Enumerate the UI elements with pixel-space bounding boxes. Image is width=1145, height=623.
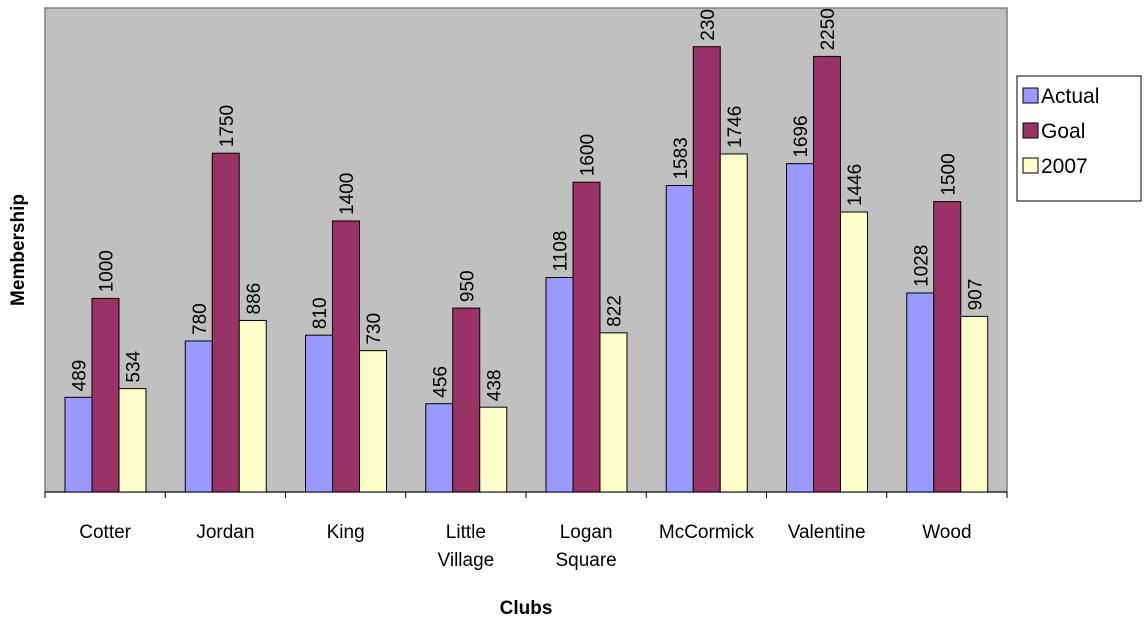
bar-goal-cotter	[91, 297, 120, 493]
bar-goal-little-village	[452, 307, 481, 493]
legend-swatch-actual	[1022, 87, 1039, 104]
value-label-goal-jordan: 1750	[217, 105, 238, 147]
value-label-goal-little-village: 950	[457, 270, 478, 302]
value-label-goal-cotter: 1000	[97, 250, 118, 292]
bar-2007-valentine	[840, 211, 868, 493]
category-label-little-village: Village	[438, 550, 495, 571]
value-label-actual-logan-square: 1108	[551, 231, 572, 272]
legend-swatch-goal	[1022, 122, 1039, 139]
bar-2007-little-village	[479, 406, 508, 493]
category-label-mccormick: McCormick	[659, 522, 754, 543]
bar-2007-king	[359, 350, 387, 493]
bar-goal-valentine	[813, 55, 841, 493]
value-label-2007-logan-square: 822	[605, 295, 626, 327]
value-labels-group: 489 780 810 456 1108 1583 1696 1028 1000 1750 1400…	[70, 8, 987, 401]
bar-2007-cotter	[118, 388, 147, 493]
legend-label-actual: Actual	[1041, 85, 1099, 108]
bar-goal-jordan	[211, 152, 240, 493]
bar-2007-logan-square	[599, 332, 628, 493]
value-label-2007-cotter: 534	[124, 350, 145, 382]
bar-goal-mccormick	[692, 46, 721, 493]
value-label-actual-wood: 1028	[911, 245, 932, 287]
value-label-2007-little-village: 438	[484, 370, 505, 402]
legend-label-2007: 2007	[1041, 155, 1088, 178]
bars-group	[64, 46, 989, 493]
bar-actual-jordan	[184, 340, 213, 493]
category-label-logan-square: Square	[555, 550, 616, 571]
bar-actual-logan-square	[545, 276, 574, 493]
category-label-jordan: Jordan	[196, 522, 254, 543]
bar-goal-king	[332, 220, 360, 493]
bar-actual-valentine	[786, 163, 814, 493]
bar-2007-wood	[960, 315, 989, 493]
bar-goal-wood	[933, 201, 962, 493]
x-axis-title: Clubs	[500, 598, 553, 619]
bar-actual-cotter	[64, 396, 93, 493]
value-label-actual-king: 810	[310, 297, 331, 329]
category-labels-group: Cotter Jordan King Little Village Logan Square…	[79, 522, 971, 571]
category-label-king: King	[327, 522, 365, 543]
value-label-goal-wood: 1500	[938, 153, 959, 195]
legend-swatch-2007	[1022, 157, 1039, 174]
legend-items: Actual Goal 2007	[1022, 85, 1099, 178]
bar-2007-mccormick	[719, 153, 748, 493]
value-label-actual-mccormick: 1583	[671, 137, 692, 179]
value-label-actual-cotter: 489	[70, 360, 91, 392]
x-axis	[44, 491, 1008, 498]
bar-2007-jordan	[238, 319, 267, 493]
value-label-2007-jordan: 886	[244, 283, 265, 315]
bar-actual-mccormick	[665, 185, 694, 493]
value-label-2007-mccormick: 1746	[725, 106, 746, 148]
value-label-goal-logan-square: 1600	[578, 134, 599, 176]
value-label-goal-king: 1400	[337, 173, 358, 215]
category-label-cotter: Cotter	[79, 522, 131, 543]
legend: Actual Goal 2007	[1016, 75, 1142, 202]
y-axis-title: Membership	[8, 194, 29, 306]
value-label-2007-valentine: 1446	[845, 164, 866, 206]
value-label-2007-king: 730	[364, 313, 385, 345]
bar-goal-logan-square	[572, 181, 601, 493]
bar-actual-little-village	[425, 403, 454, 493]
value-label-goal-valentine: 2250	[818, 8, 839, 50]
legend-label-goal: Goal	[1041, 120, 1085, 143]
category-label-wood: Wood	[922, 522, 971, 543]
value-label-2007-wood: 907	[965, 279, 986, 311]
value-label-actual-valentine: 1696	[791, 115, 812, 157]
bar-actual-wood	[906, 292, 935, 493]
category-label-valentine: Valentine	[788, 522, 866, 543]
category-label-little-village: Little	[446, 522, 486, 543]
category-label-logan-square: Logan	[560, 522, 613, 543]
value-label-actual-jordan: 780	[190, 303, 211, 335]
bar-actual-king	[305, 334, 333, 493]
value-label-actual-little-village: 456	[430, 366, 451, 398]
value-label-goal-mccormick: 230	[698, 9, 719, 41]
